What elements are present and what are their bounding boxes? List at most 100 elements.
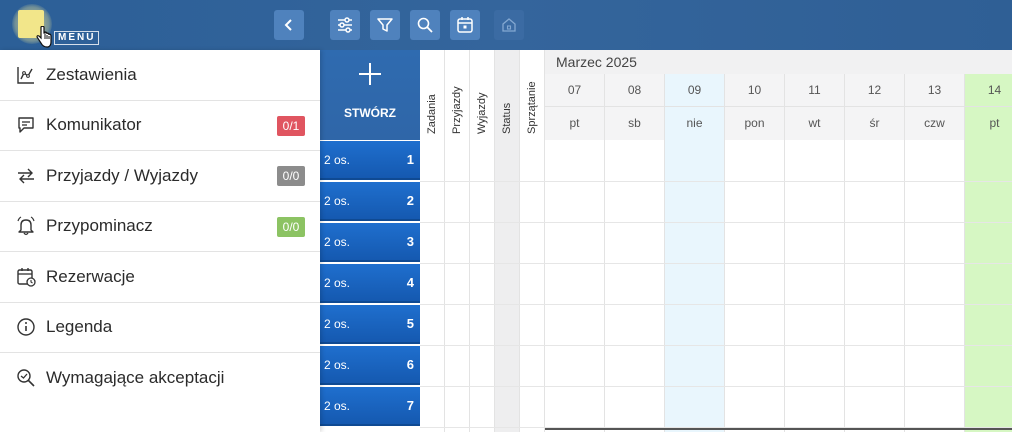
day-name: wt [808,116,821,130]
day-header[interactable]: 07 pt [545,74,605,140]
settings-sliders-icon [338,17,352,33]
column-header-departures[interactable]: Wyjazdy [470,50,495,140]
room-occupancy: 2 os. [324,153,351,167]
day-number: 09 [687,83,702,97]
status-column [495,140,520,432]
room-row-header[interactable]: 2 os. 7 [320,387,420,426]
menu-item-reservations[interactable]: Rezerwacje [0,252,320,303]
day-number: 13 [927,83,942,97]
day-column[interactable] [545,140,605,432]
row-divider [420,386,1012,387]
room-row-header[interactable]: 2 os. 3 [320,223,420,262]
chat-icon [16,115,36,135]
info-icon [16,317,36,337]
arrivals-count-badge: 0/0 [277,166,305,186]
menu-item-arrivals-departures[interactable]: Przyjazdy / Wyjazdy 0/0 [0,151,320,202]
arrivals-column [445,140,470,432]
day-header[interactable]: 12 śr [845,74,905,140]
day-name: śr [869,116,880,130]
day-header[interactable]: 10 pon [725,74,785,140]
menu-item-reminder[interactable]: Przypominacz 0/0 [0,202,320,252]
day-header[interactable]: 14 pt [965,74,1012,140]
day-name: sb [628,116,641,130]
column-header-arrivals[interactable]: Przyjazdy [445,50,470,140]
day-column[interactable] [605,140,665,432]
hand-cursor-icon [36,26,52,48]
menu-item-messenger[interactable]: Komunikator 0/1 [0,101,320,151]
room-number: 6 [406,357,414,372]
row-divider [420,304,1012,305]
arrows-icon [16,166,36,186]
calendar-icon [457,17,473,33]
home-icon [502,18,516,32]
column-header-status[interactable]: Status [495,50,520,140]
day-header[interactable]: 13 czw [905,74,965,140]
day-column[interactable] [665,140,725,432]
filter-button[interactable] [370,10,400,40]
day-column[interactable] [965,140,1012,432]
day-column[interactable] [785,140,845,432]
room-occupancy: 2 os. [324,235,351,249]
day-column[interactable] [725,140,785,432]
calendar-button[interactable] [450,10,480,40]
divider [965,106,1012,107]
divider [605,106,664,107]
room-row-header[interactable]: 2 os. 2 [320,182,420,221]
room-row-header[interactable]: 2 os. 4 [320,264,420,303]
day-header[interactable]: 11 wt [785,74,845,140]
divider [545,106,604,107]
room-occupancy: 2 os. [324,194,351,208]
month-header: Marzec 2025 [545,50,1012,74]
day-header[interactable]: 08 sb [605,74,665,140]
filter-icon [377,18,393,32]
row-divider [420,345,1012,346]
divider [845,106,904,107]
menu-item-statements[interactable]: Zestawienia [0,50,320,101]
menu-item-pending-approval[interactable]: Wymagające akceptacji [0,353,320,404]
search-check-icon [16,368,36,388]
day-number: 12 [867,83,882,97]
day-name: pon [744,116,765,130]
bell-icon [16,216,36,236]
day-number: 07 [567,83,582,97]
room-row-header[interactable]: 2 os. 6 [320,346,420,385]
room-row-header[interactable]: 2 os. 5 [320,305,420,344]
horizontal-scrollbar[interactable] [545,428,1012,430]
divider [905,106,964,107]
row-divider [420,427,1012,428]
column-header-cleaning[interactable]: Sprzątanie [520,50,545,140]
chevron-left-icon [284,19,292,31]
menu-button[interactable]: MENU [10,4,100,48]
row-divider [420,263,1012,264]
day-header[interactable]: 09 nie [665,74,725,140]
settings-button[interactable] [330,10,360,40]
departures-column [470,140,495,432]
day-column[interactable] [845,140,905,432]
room-occupancy: 2 os. [324,276,351,290]
room-occupancy: 2 os. [324,399,351,413]
search-button[interactable] [410,10,440,40]
calendar-grid: STWÓRZ Zadania Przyjazdy Wyjazdy Status … [320,50,1012,432]
menu-icon [18,10,44,38]
divider [725,106,784,107]
room-number: 4 [406,275,414,290]
month-label: Marzec 2025 [556,54,637,70]
day-number: 10 [747,83,762,97]
side-menu: Zestawienia Komunikator 0/1 Przyjazdy / … [0,50,320,432]
chart-icon [16,65,36,85]
day-number: 11 [808,83,821,97]
room-occupancy: 2 os. [324,317,351,331]
menu-item-legend[interactable]: Legenda [0,303,320,353]
home-button[interactable] [494,10,524,40]
day-column[interactable] [905,140,965,432]
create-label: STWÓRZ [344,106,396,120]
column-header-tasks[interactable]: Zadania [420,50,445,140]
room-number: 7 [406,398,414,413]
row-divider [420,222,1012,223]
day-name: pt [989,116,1000,130]
create-button[interactable]: STWÓRZ [320,50,420,140]
room-row-header[interactable]: 2 os. 1 [320,141,420,180]
collapse-menu-button[interactable] [274,10,304,40]
row-divider [420,181,1012,182]
room-number: 1 [406,152,414,167]
